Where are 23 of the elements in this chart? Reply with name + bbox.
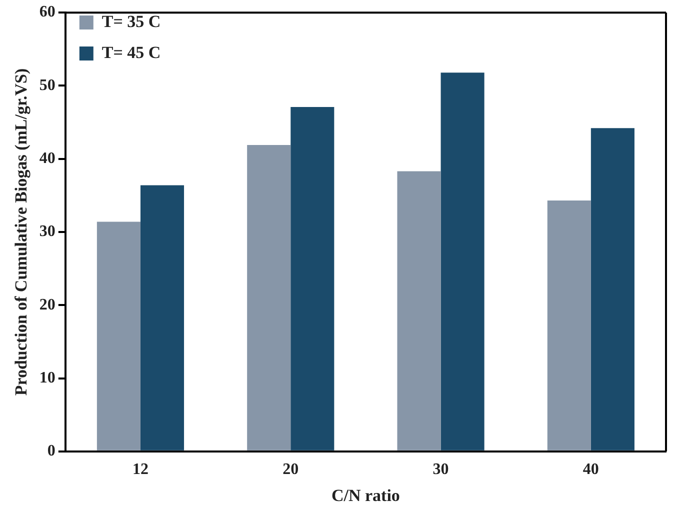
bar	[247, 144, 291, 450]
y-tick-label: 40	[39, 150, 56, 168]
bar	[290, 106, 334, 450]
bar	[140, 185, 184, 450]
bar	[547, 200, 591, 450]
y-tick-label: 20	[39, 296, 56, 314]
y-tick-label: 10	[39, 369, 56, 386]
y-tick-label: 50	[39, 76, 56, 94]
legend-label: T= 35 C	[102, 12, 161, 31]
y-tick-label: 0	[47, 442, 56, 460]
x-tick-label: 12	[132, 461, 148, 478]
y-axis-title: Production of Cumulative Biogas (mL/gr.VS)	[12, 68, 31, 396]
y-tick-label: 30	[39, 223, 56, 240]
x-tick-label: 30	[432, 461, 449, 478]
legend-label: T= 45 C	[102, 42, 161, 62]
x-tick-label: 40	[582, 461, 599, 478]
y-tick-label: 60	[39, 4, 56, 21]
x-axis-title: C/N ratio	[331, 486, 400, 506]
x-tick-label: 20	[282, 461, 299, 478]
bar	[440, 72, 484, 450]
bar	[96, 222, 140, 450]
bar	[397, 171, 441, 450]
bar	[590, 128, 634, 450]
